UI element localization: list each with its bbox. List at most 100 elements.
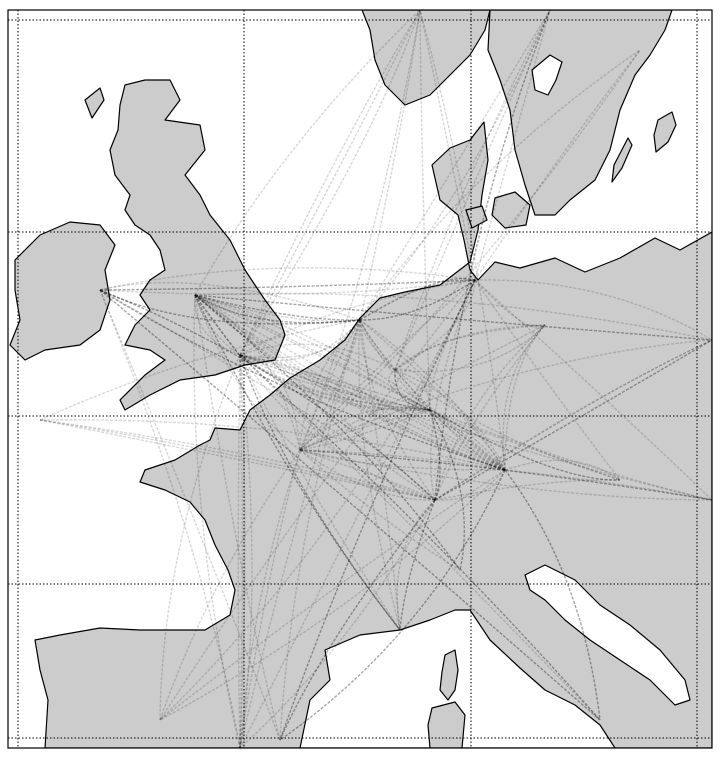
- corsica: [439, 649, 459, 701]
- flight-track: [194, 294, 241, 356]
- flight-tracks: [39, 10, 712, 748]
- flight-track: [39, 419, 436, 501]
- flight-track: [239, 354, 431, 411]
- flight-track: [394, 369, 431, 411]
- flight-track: [359, 319, 401, 631]
- flight-track: [474, 10, 551, 281]
- flight-track: [429, 409, 465, 571]
- flight-track: [194, 294, 361, 322]
- flight-track: [396, 499, 436, 631]
- lake: [531, 54, 563, 96]
- flight-track: [359, 319, 436, 501]
- flight-track: [474, 49, 641, 281]
- flight-track: [239, 354, 253, 748]
- flight-track: [194, 294, 361, 321]
- flight-track: [299, 279, 476, 451]
- flight-track: [299, 449, 436, 501]
- mediterranean: [299, 609, 616, 748]
- map-body: [8, 10, 712, 748]
- flight-track: [504, 469, 601, 721]
- flight-track: [239, 354, 601, 721]
- flight-track: [239, 319, 361, 748]
- flight-track: [434, 479, 621, 501]
- flight-track: [429, 409, 506, 471]
- flight-track: [504, 459, 621, 481]
- flight-track: [239, 354, 431, 411]
- flight-track: [194, 292, 712, 341]
- flight-track: [239, 10, 421, 356]
- gotland: [653, 111, 677, 153]
- flight-track: [474, 279, 621, 481]
- flight-track: [239, 354, 401, 631]
- flight-track: [429, 409, 441, 501]
- flight-track: [159, 279, 476, 721]
- flight-track: [239, 449, 301, 748]
- flight-track: [239, 354, 601, 721]
- flight-track: [194, 294, 241, 356]
- flight-track: [279, 469, 506, 741]
- flight-track: [299, 449, 506, 471]
- flight-track: [359, 49, 641, 321]
- flight-track: [193, 294, 241, 748]
- flight-track: [194, 294, 241, 356]
- flight-track: [239, 354, 712, 501]
- flight-track: [299, 449, 712, 501]
- flight-track: [399, 499, 436, 631]
- flight-track: [299, 324, 546, 451]
- flight-track: [359, 10, 551, 321]
- zealand: [491, 191, 531, 229]
- flight-track: [474, 279, 712, 341]
- flight-track: [474, 279, 712, 501]
- flight-track: [194, 294, 361, 324]
- flight-track: [194, 294, 281, 741]
- flight-track: [99, 289, 241, 748]
- flight-track: [359, 279, 476, 321]
- flight-track: [419, 10, 506, 471]
- flight-track: [194, 294, 506, 471]
- flight-track: [394, 368, 431, 411]
- flight-track: [359, 319, 506, 471]
- flight-track: [99, 279, 476, 296]
- flight-track: [359, 319, 506, 471]
- flight-track: [194, 294, 506, 471]
- flight-track: [239, 354, 246, 748]
- norway: [361, 10, 491, 106]
- flight-track: [394, 10, 551, 371]
- flight-track: [299, 319, 361, 451]
- flight-track: [159, 354, 241, 721]
- flight-track: [194, 294, 461, 571]
- flight-track: [299, 319, 361, 451]
- flight-track: [434, 339, 712, 501]
- flight-track: [434, 324, 546, 501]
- flight-track: [394, 324, 546, 371]
- flight-track: [99, 267, 476, 291]
- flight-track: [39, 419, 506, 471]
- flight-track: [359, 10, 551, 321]
- flight-track: [239, 10, 421, 356]
- flight-track: [359, 319, 506, 471]
- flight-track: [159, 279, 476, 721]
- flight-track: [194, 294, 436, 501]
- flight-track: [394, 324, 546, 373]
- flight-track: [239, 354, 621, 481]
- flight-track: [239, 279, 476, 356]
- flight-track: [419, 10, 476, 281]
- flight-track: [239, 10, 421, 356]
- flight-track: [299, 449, 436, 501]
- flight-track: [99, 289, 281, 741]
- flight-track: [239, 279, 476, 748]
- flight-track: [394, 279, 476, 371]
- flight-track: [359, 319, 506, 471]
- flight-track: [299, 49, 641, 451]
- ireland: [9, 221, 116, 361]
- flight-track: [279, 499, 436, 741]
- sweden: [487, 10, 673, 216]
- flight-track: [159, 469, 506, 721]
- flight-track: [239, 354, 436, 501]
- flight-track: [279, 319, 361, 741]
- flight-track: [194, 294, 506, 471]
- flight-track: [194, 294, 241, 357]
- flight-track: [39, 319, 361, 421]
- flight-track: [299, 10, 421, 451]
